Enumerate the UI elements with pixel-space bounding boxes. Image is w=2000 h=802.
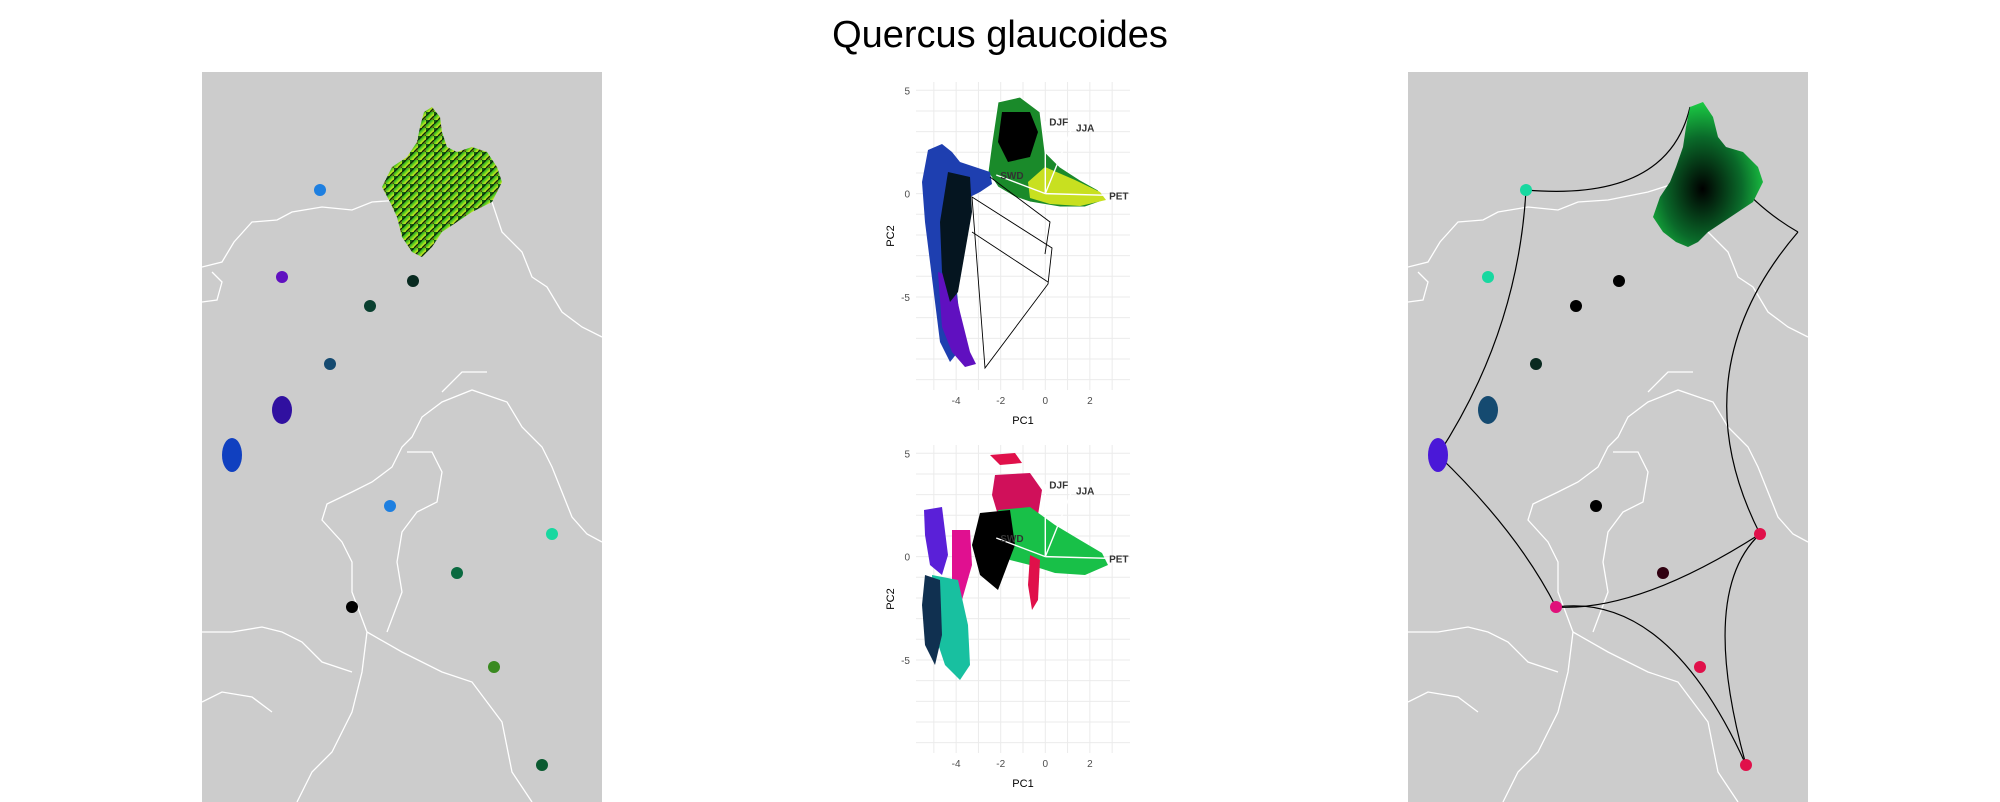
large-patch bbox=[382, 107, 502, 257]
hull-lines bbox=[971, 176, 1053, 370]
x-tick-label: -4 bbox=[952, 759, 961, 770]
y-tick-label: 5 bbox=[904, 449, 910, 460]
scatter-cloud-black bbox=[998, 112, 1038, 162]
x-axis-label: PC1 bbox=[1012, 415, 1033, 427]
occurrence-scatter bbox=[922, 453, 1108, 680]
scatter-cloud-teal bbox=[932, 575, 970, 680]
scatter-cloud-red bbox=[990, 453, 1022, 465]
x-tick-label: -4 bbox=[952, 396, 961, 407]
x-tick-label: 0 bbox=[1043, 396, 1049, 407]
y-axis-label: PC2 bbox=[885, 225, 897, 246]
scatter-cloud-purple bbox=[938, 272, 976, 367]
pca-chart-top: DJF JJA SWD PET -4 -2 0 2 5 0 -5 PC1 PC2 bbox=[885, 82, 1130, 427]
loading-label: JJA bbox=[1076, 486, 1094, 497]
loading-arrow bbox=[996, 174, 1046, 195]
y-tick-label: -5 bbox=[901, 293, 910, 304]
loading-vectors: DJF JJA SWD PET bbox=[996, 480, 1129, 566]
axis-ticks: -4 -2 0 2 5 0 -5 PC1 PC2 bbox=[885, 86, 1093, 427]
loading-arrow bbox=[1045, 192, 1122, 197]
scatter-cloud-navy bbox=[922, 575, 942, 665]
pca-chart-bottom: DJF JJA SWD PET -4 -2 0 2 5 0 -5 PC1 PC2 bbox=[885, 445, 1130, 790]
loading-arrow bbox=[1044, 127, 1073, 194]
scatter-cloud-black bbox=[972, 510, 1015, 590]
y-tick-label: -5 bbox=[901, 656, 910, 667]
occurrence-patches bbox=[222, 107, 558, 771]
x-axis-label: PC1 bbox=[1012, 778, 1033, 790]
state-borders bbox=[1408, 183, 1808, 802]
y-tick-label: 0 bbox=[904, 553, 910, 564]
large-patch bbox=[1653, 102, 1763, 247]
scatter-cloud-dark bbox=[940, 172, 972, 302]
occurrence-patches bbox=[1428, 102, 1766, 771]
loading-label: DJF bbox=[1049, 117, 1068, 128]
scatter-cloud-crimson-2 bbox=[1028, 555, 1040, 610]
loading-label: SWD bbox=[1000, 171, 1023, 182]
figure-title: Quercus glaucoides bbox=[832, 14, 1168, 56]
x-tick-label: -2 bbox=[996, 396, 1005, 407]
axis-ticks: -4 -2 0 2 5 0 -5 PC1 PC2 bbox=[885, 449, 1093, 790]
x-tick-label: 2 bbox=[1087, 396, 1093, 407]
loading-arrow bbox=[1045, 555, 1122, 560]
left-map bbox=[202, 72, 602, 802]
y-axis-label: PC2 bbox=[885, 588, 897, 609]
scatter-cloud-yellow bbox=[1028, 167, 1106, 206]
right-map bbox=[1408, 72, 1808, 802]
loading-arrow bbox=[996, 537, 1046, 558]
loading-label: DJF bbox=[1049, 480, 1068, 491]
loading-arrow bbox=[1044, 490, 1073, 557]
occurrence-scatter bbox=[922, 96, 1106, 367]
y-tick-label: 5 bbox=[904, 86, 910, 97]
y-tick-label: 0 bbox=[904, 190, 910, 201]
scatter-cloud-violet bbox=[924, 507, 948, 575]
x-tick-label: 2 bbox=[1087, 759, 1093, 770]
loading-label: SWD bbox=[1000, 534, 1023, 545]
x-tick-label: 0 bbox=[1043, 759, 1049, 770]
x-tick-label: -2 bbox=[996, 759, 1005, 770]
loading-label: PET bbox=[1109, 555, 1128, 566]
loading-label: JJA bbox=[1076, 123, 1094, 134]
loading-vectors: DJF JJA SWD PET bbox=[996, 117, 1129, 203]
loading-label: PET bbox=[1109, 192, 1128, 203]
